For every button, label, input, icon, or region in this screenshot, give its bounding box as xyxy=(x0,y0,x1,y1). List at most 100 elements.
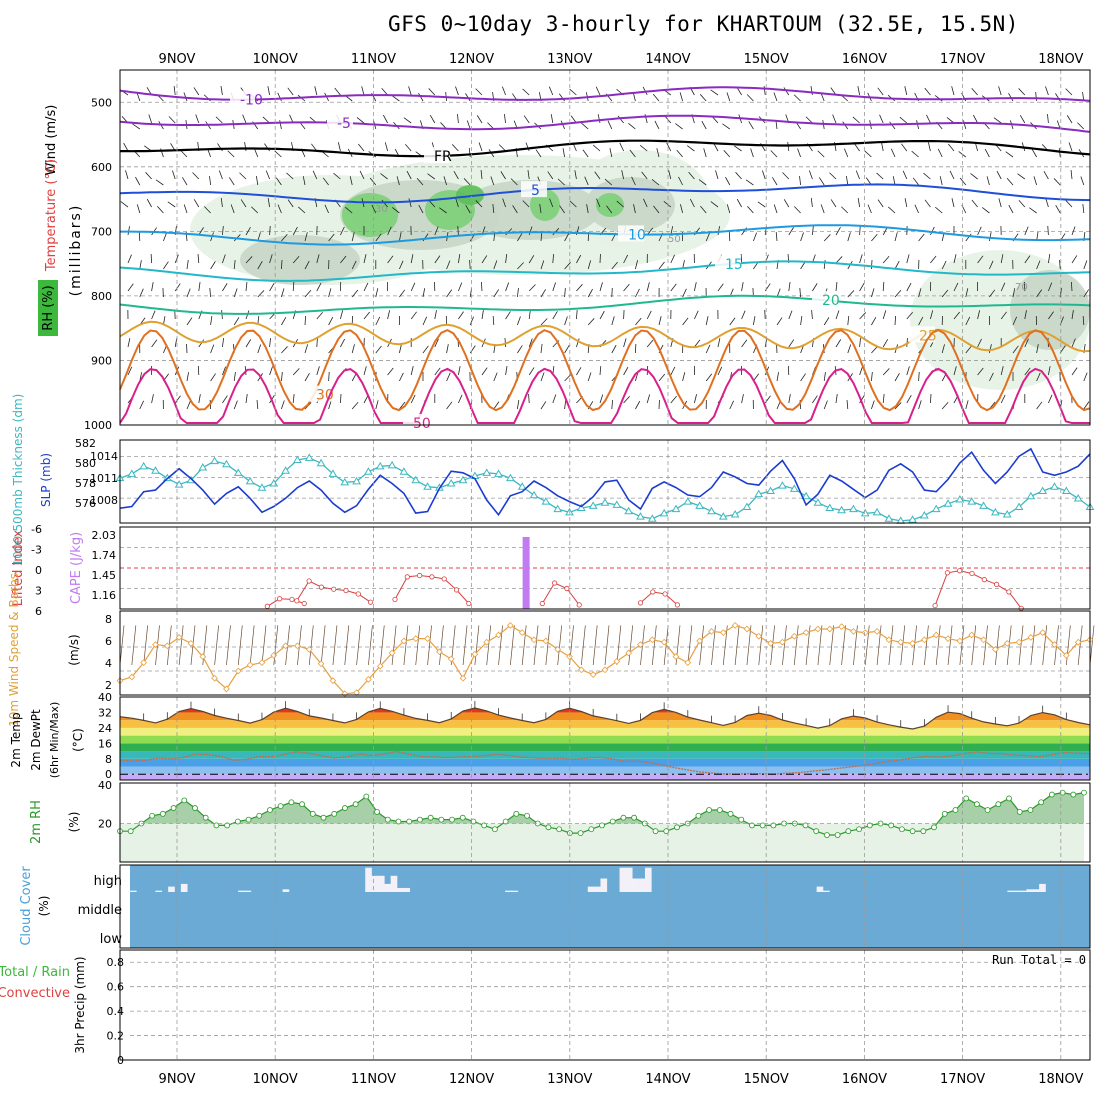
thickness-point xyxy=(541,497,551,505)
rh-point xyxy=(759,822,766,829)
upper-wind-barb xyxy=(381,199,388,208)
wind-speed-point xyxy=(767,640,774,647)
upper-wind-barb xyxy=(269,338,271,348)
wind-speed-point xyxy=(1027,634,1035,641)
lifted-line-3 xyxy=(541,582,580,606)
upper-wind-barb xyxy=(1071,338,1076,348)
cape-ytick: 1.16 xyxy=(92,589,117,602)
upper-wind-barb xyxy=(941,401,949,410)
upper-wind-barb xyxy=(1006,177,1014,186)
high-cloud-bar xyxy=(1013,890,1021,892)
upper-wind-barb xyxy=(722,123,731,130)
wind-speed-point xyxy=(258,659,266,666)
thickness-point xyxy=(198,462,208,471)
upper-wind-barb xyxy=(658,261,665,270)
thickness-point xyxy=(955,495,965,503)
wind-speed-point xyxy=(447,655,455,663)
wind-speed-point xyxy=(412,635,420,642)
upper-wind-barb xyxy=(127,283,134,292)
upper-wind-barb xyxy=(475,200,483,208)
upper-wind-barb xyxy=(503,114,506,124)
upper-wind-barb xyxy=(186,288,191,298)
upper-wind-barb xyxy=(971,199,978,208)
wind-speed-point xyxy=(329,677,337,684)
upper-wind-barb xyxy=(410,366,414,376)
upper-wind-barb xyxy=(989,289,996,298)
panel-frame-cloud xyxy=(119,864,1091,949)
upper-wind-barb xyxy=(1065,200,1073,208)
rh-ytick: 20 xyxy=(98,817,112,830)
upper-wind-barb xyxy=(930,226,935,236)
wind-speed-point xyxy=(223,685,230,693)
upper-wind-barb xyxy=(525,142,530,152)
upper-wind-barb xyxy=(679,92,683,102)
wind-barb xyxy=(616,625,622,666)
wind-speed-point xyxy=(317,660,325,668)
upper-wind-barb xyxy=(1000,311,1007,320)
lifted-ytick: 6 xyxy=(35,605,42,618)
upper-wind-barb xyxy=(369,177,377,186)
lifted-point xyxy=(957,568,963,574)
cloud-background xyxy=(130,865,1090,948)
upper-wind-barb xyxy=(584,176,589,186)
upper-wind-barb xyxy=(694,310,699,320)
upper-wind-barb xyxy=(233,288,238,298)
upper-wind-barb xyxy=(358,143,365,152)
upper-wind-barb xyxy=(762,170,766,180)
upper-wind-barb xyxy=(782,172,790,180)
upper-wind-barb xyxy=(127,226,130,236)
wind-axis-label: Wind (m/s) xyxy=(44,105,59,176)
isotherm-label-30: 30 xyxy=(316,388,334,404)
upper-wind-barb xyxy=(1035,92,1037,102)
isotherm-label-FR: FR xyxy=(434,149,452,165)
top-date-label: 18NOV xyxy=(1038,52,1083,67)
wind-speed-point xyxy=(211,674,218,682)
upper-wind-barb xyxy=(505,282,510,292)
upper-wind-barb xyxy=(218,170,223,180)
upper-wind-barb xyxy=(892,176,896,186)
upper-wind-barb xyxy=(1019,115,1026,124)
upper-wind-barb xyxy=(174,254,179,264)
upper-wind-barb xyxy=(682,317,689,326)
rh-point xyxy=(149,812,156,819)
wind-speed-point xyxy=(1074,638,1082,646)
wind-barb xyxy=(273,625,279,666)
upper-wind-barb xyxy=(623,366,629,376)
wind-barb xyxy=(793,625,799,666)
high-cloud-bar xyxy=(587,886,595,892)
upper-wind-barb xyxy=(198,394,201,404)
upper-wind-barb xyxy=(403,117,412,124)
upper-wind-barb xyxy=(492,204,495,214)
upper-wind-barb xyxy=(611,316,615,326)
upper-wind-barb xyxy=(810,86,813,96)
rh-point xyxy=(256,812,263,819)
upper-wind-barb xyxy=(587,260,592,270)
temperature-band xyxy=(120,774,1090,780)
rh-point xyxy=(449,816,455,823)
upper-wind-barb xyxy=(480,281,483,292)
wind-speed-point xyxy=(1039,629,1047,636)
upper-wind-barb xyxy=(517,262,524,270)
upper-wind-barb xyxy=(458,282,463,292)
rh-point xyxy=(973,801,980,808)
rh-point xyxy=(470,818,477,825)
thickness-ytick: 582 xyxy=(75,437,96,450)
rh-point xyxy=(866,822,873,829)
rh-point xyxy=(513,810,520,817)
rh-point xyxy=(438,816,445,823)
temp-ytick: 40 xyxy=(98,691,112,704)
upper-wind-barb xyxy=(949,170,955,180)
wind-speed-point xyxy=(897,638,905,646)
upper-wind-barb xyxy=(996,170,1002,180)
upper-wind-barb xyxy=(676,149,683,158)
upper-wind-barb xyxy=(576,284,583,292)
upper-wind-barb xyxy=(429,115,436,124)
thickness-axis-label: 1000-500mb Thickness (dm) xyxy=(11,394,25,567)
rh-point xyxy=(556,826,563,833)
panel-frame-wind xyxy=(119,610,1091,696)
wind-speed-point xyxy=(246,661,254,669)
upper-wind-barb xyxy=(151,310,156,320)
upper-wind-barb xyxy=(475,88,483,96)
wind-speed-point xyxy=(731,622,739,629)
bottom-date-label: 10NOV xyxy=(253,1072,298,1087)
